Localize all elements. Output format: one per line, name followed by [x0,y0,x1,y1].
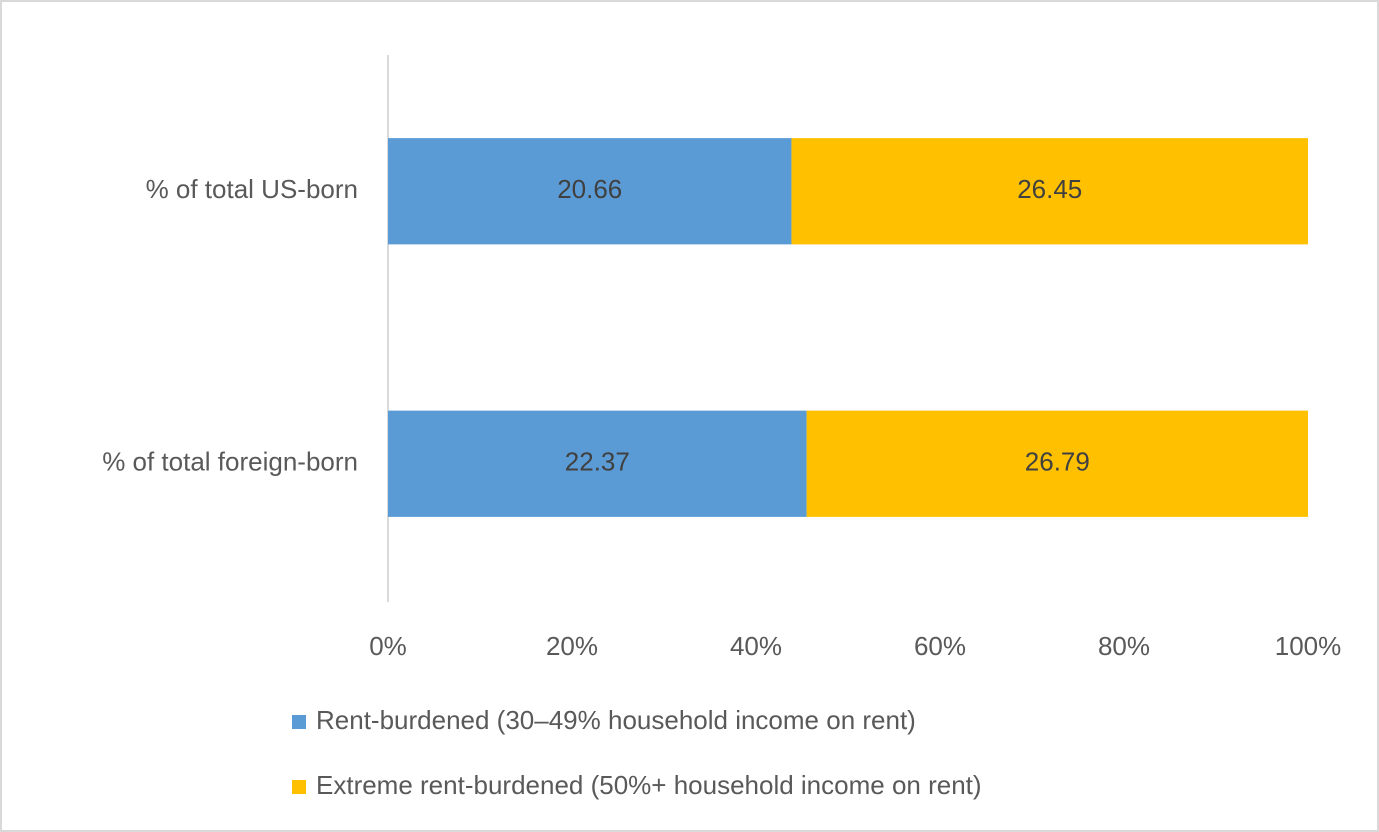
y-tick-label: % of total US-born [146,174,358,204]
data-label: 20.66 [557,174,622,204]
data-label: 26.45 [1017,174,1082,204]
legend-swatch [292,780,306,794]
x-tick-label: 0% [369,631,407,661]
legend-swatch [292,715,306,729]
x-tick-label: 20% [546,631,598,661]
bar-segment [791,138,1308,245]
x-tick-label: 40% [730,631,782,661]
bar-segment [388,138,792,245]
x-tick-label: 60% [914,631,966,661]
data-label: 22.37 [565,447,630,477]
data-label: 26.79 [1025,447,1090,477]
y-tick-label: % of total foreign-born [102,447,358,477]
bar-segment [806,410,1308,517]
legend-label: Extreme rent-burdened (50%+ household in… [316,770,982,800]
legend-label: Rent-burdened (30–49% household income o… [316,705,916,735]
bar-segment [388,410,807,517]
x-tick-label: 80% [1098,631,1150,661]
x-tick-label: 100% [1275,631,1342,661]
